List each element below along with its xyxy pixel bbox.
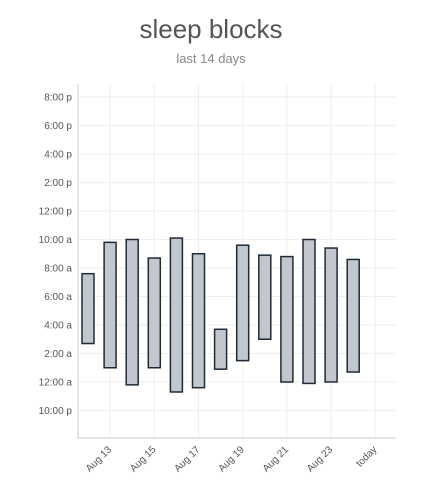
y-tick-label: 4:00 a [44,321,72,332]
sleep-bar[interactable] [191,253,206,389]
x-tick-label: Aug 15 [128,444,158,474]
x-tick-label: Aug 19 [217,444,247,474]
sleep-bar[interactable] [324,247,338,383]
sleep-bar[interactable] [169,237,184,393]
y-tick-label: 2:00 a [44,349,72,360]
x-tick-label: Aug 13 [84,444,114,474]
x-axis: Aug 13 Aug 15 Aug 17 Aug 19 Aug 21 Aug 23 toda… [78,437,396,475]
chart-subtitle: last 14 days [176,51,246,66]
sleep-bar[interactable] [213,328,228,370]
y-tick-label: 6:00 p [44,121,72,132]
sleep-bar[interactable] [258,254,272,340]
x-tick-label: today [354,444,379,469]
y-tick-label: 6:00 a [44,292,72,303]
y-axis: 10:00 p 12:00 a 2:00 a 4:00 a 6:00 a 8:00 a 10… [39,84,79,438]
x-tick-label: Aug 23 [305,444,335,474]
x-tick-label: Aug 21 [261,444,291,474]
sleep-bar[interactable] [125,238,139,386]
y-tick-label: 4:00 p [44,150,72,161]
sleep-bar[interactable] [235,244,250,362]
y-tick-label: 8:00 p [44,93,72,104]
sleep-bar[interactable] [302,238,316,385]
sleep-bar[interactable] [147,257,162,369]
sleep-bar[interactable] [280,255,294,383]
chart-title: sleep blocks [139,14,283,44]
sleep-bar[interactable] [103,241,117,369]
sleep-bar[interactable] [81,272,95,345]
sleep-bar[interactable] [346,258,360,373]
y-tick-label: 12:00 p [39,207,73,218]
sleep-bars [81,237,360,393]
y-tick-label: 10:00 p [39,406,73,417]
y-tick-label: 10:00 a [39,235,73,246]
y-tick-label: 2:00 p [44,178,72,189]
y-tick-label: 12:00 a [39,378,73,389]
x-tick-label: Aug 17 [172,444,202,474]
y-tick-label: 8:00 a [44,264,72,275]
